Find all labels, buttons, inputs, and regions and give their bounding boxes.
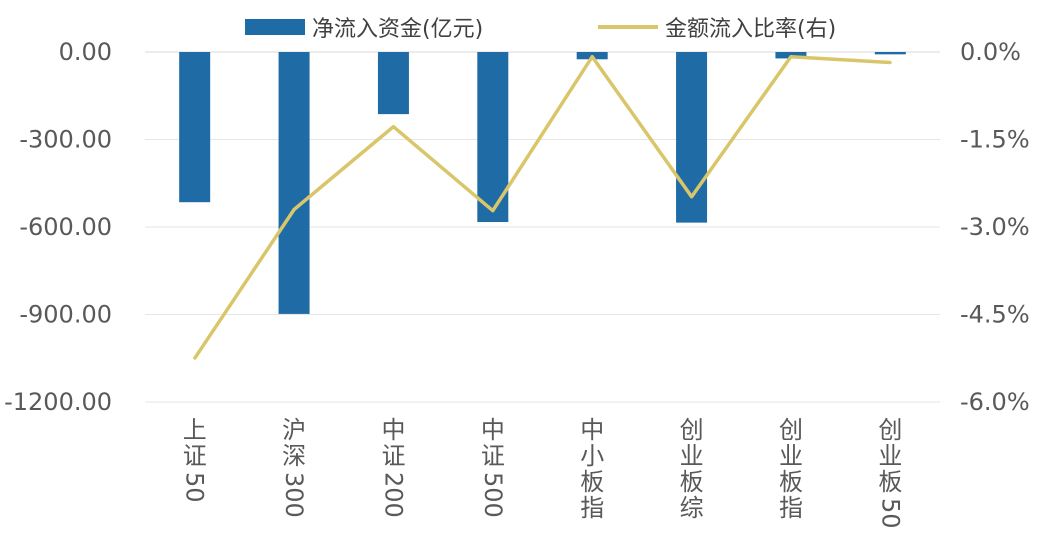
category-label-text: 板 [580,468,604,496]
line-point [391,125,395,129]
category-label-text: 业 [779,442,803,470]
category-label-text: 指 [580,494,604,522]
bar [377,52,409,115]
legend-line-label: 金额流入比率(右) [665,17,836,42]
line-point [789,55,793,59]
bar [278,52,310,314]
legend-bar-swatch [245,19,305,35]
category-label-text: 500 [479,472,507,518]
category-label-text: 中 [580,416,604,444]
category-label-text: 证 [481,442,505,470]
line-point [690,195,694,199]
left-tick-label: -600.00 [19,213,112,241]
bar [179,52,211,203]
category-label-text: 板 [680,468,704,496]
gridlines [145,139,940,403]
line-series [193,54,892,360]
category-label-text: 小 [580,442,604,470]
category-label-text: 创 [878,416,902,444]
category-label-text: 证 [381,442,405,470]
right-tick-label: 0.0% [960,38,1021,66]
category-label-text: 板 [779,468,803,496]
ratio-line [193,54,891,360]
category-label-text: 业 [878,442,902,470]
category-label-text: 创 [779,416,803,444]
category-label-text: 创 [680,416,704,444]
category-label-text: 业 [680,442,704,470]
line-point [292,208,296,211]
line-point [888,61,892,64]
right-tick-label: -3.0% [960,213,1030,241]
category-label-text: 综 [680,494,704,522]
category-label-text: 中 [481,416,505,444]
category-label-text: 300 [280,472,308,518]
right-tick-label: -6.0% [960,388,1030,416]
left-tick-label: -900.00 [19,301,112,329]
category-label-text: 中 [381,416,405,444]
bar [874,52,906,55]
category-label-text: 200 [379,472,407,518]
line-point [590,55,594,59]
left-tick-label: 0.00 [59,38,112,66]
category-label-text: 上 [183,416,207,444]
right-tick-label: -4.5% [960,301,1030,329]
right-tick-label: -1.5% [960,126,1030,154]
category-label-text: 证 [183,442,207,470]
category-label-text: 沪 [282,416,306,444]
category-label-text: 50 [876,498,904,529]
right-axis: 0.0% -1.5% -3.0% -4.5% -6.0% [960,38,1030,416]
line-point [193,356,197,360]
category-label-text: 50 [181,472,209,503]
category-label-text: 板 [878,468,902,496]
legend-bar-label: 净流入资金(亿元) [312,17,483,42]
left-tick-label: -300.00 [19,126,112,154]
legend: 净流入资金(亿元) 金额流入比率(右) [245,17,836,42]
category-label-text: 指 [779,494,803,522]
category-label-text: 深 [282,442,306,470]
line-point [491,209,495,213]
left-tick-label: -1200.00 [4,388,112,416]
bar-series [179,52,906,314]
left-axis: 0.00 -300.00 -600.00 -900.00 -1200.00 [4,38,112,416]
